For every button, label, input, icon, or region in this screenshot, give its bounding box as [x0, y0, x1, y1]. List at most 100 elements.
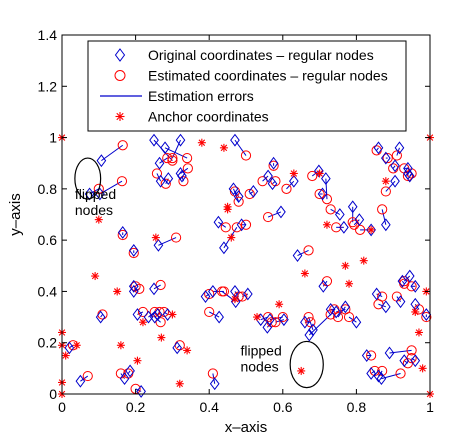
estimated-point	[117, 140, 128, 151]
original-points	[64, 133, 432, 398]
original-point	[132, 308, 143, 321]
original-point	[366, 223, 376, 237]
anchor-point	[300, 269, 309, 278]
original-point	[279, 313, 289, 327]
plot-area	[58, 133, 434, 398]
original-point	[376, 372, 387, 386]
estimated-point	[162, 152, 173, 164]
anchor-point	[230, 295, 239, 304]
estimated-point	[380, 186, 391, 197]
x-tick-label: 1	[426, 399, 434, 415]
anchor-point	[341, 261, 350, 270]
estimated-point	[117, 229, 128, 241]
estimated-point	[220, 222, 231, 233]
error-line	[376, 147, 379, 151]
anchor-point	[175, 379, 184, 388]
original-point	[149, 310, 160, 324]
original-point	[117, 226, 128, 239]
original-point	[243, 287, 253, 301]
original-point	[155, 174, 166, 188]
original-point	[214, 310, 224, 324]
anchor-point	[227, 233, 236, 242]
legend-label: Anchor coordinates	[148, 109, 269, 125]
original-point	[230, 133, 240, 147]
original-point	[366, 367, 376, 380]
original-point	[421, 308, 432, 321]
original-point	[200, 290, 211, 303]
anchor-point	[183, 346, 192, 355]
original-point	[213, 215, 224, 229]
estimated-point	[93, 183, 104, 194]
annotation-text: flipped	[75, 186, 116, 202]
original-point	[395, 295, 406, 309]
legend-entry: Estimation errors	[100, 88, 254, 104]
original-point	[153, 238, 164, 252]
anchor-point	[219, 143, 228, 152]
anchor-point	[113, 287, 122, 296]
estimated-point	[155, 317, 166, 328]
original-point	[289, 174, 299, 188]
annotation-ellipse	[289, 340, 324, 389]
original-point	[340, 300, 351, 314]
legend-box	[87, 40, 407, 132]
estimated-point	[204, 288, 215, 300]
legend-entry: Original coordinates – regular nodes	[114, 47, 374, 63]
anchor-point	[359, 256, 368, 265]
estimated-point	[305, 317, 316, 328]
original-point	[381, 218, 391, 232]
error-line	[330, 208, 341, 215]
estimated-point	[314, 188, 325, 200]
legend-diamond-icon	[114, 48, 126, 62]
estimated-point	[377, 204, 388, 215]
original-point	[339, 220, 349, 234]
axes: 0 0.2 0.4 0.6 0.8 1 0 0.2 0.4 0.6 0.8 1 1.2 1.4 x–axis…	[7, 27, 434, 436]
estimated-point	[151, 168, 163, 179]
estimated-point	[262, 211, 274, 223]
anchor-point	[151, 233, 160, 242]
original-point	[177, 169, 187, 183]
legend-entry: Estimated coordinates – regular nodes	[114, 68, 388, 84]
original-point	[143, 310, 154, 324]
anchor-point	[414, 328, 423, 337]
original-point	[236, 218, 247, 232]
y-tick-label: 0.2	[38, 335, 58, 351]
error-line	[381, 209, 387, 225]
anchor-point	[381, 177, 390, 186]
original-point	[219, 241, 229, 255]
estimated-point	[325, 309, 336, 320]
estimated-point	[354, 224, 366, 235]
error-line	[385, 180, 396, 192]
y-axis-label: y–axis	[7, 193, 24, 236]
original-point	[175, 133, 186, 147]
y-tick-label: 0.4	[38, 283, 58, 299]
anchor-point	[197, 138, 206, 147]
original-point	[276, 205, 286, 219]
original-point	[410, 354, 421, 368]
original-point	[208, 284, 218, 298]
original-point	[390, 174, 400, 188]
legend-entry: Anchor coordinates	[115, 109, 269, 125]
original-point	[136, 385, 146, 398]
x-tick-label: 0.6	[273, 399, 293, 415]
anchor-point	[367, 225, 376, 234]
anchor-point	[253, 313, 262, 322]
estimated-point	[233, 196, 244, 207]
anchor-point	[223, 205, 232, 214]
original-point	[308, 323, 318, 337]
original-point	[125, 364, 135, 378]
anchor-point	[138, 318, 147, 327]
error-line	[401, 280, 405, 285]
anchor-point	[168, 310, 177, 319]
anchor-point	[411, 307, 420, 316]
estimated-point	[155, 279, 166, 291]
original-point	[314, 164, 324, 178]
estimated-point	[116, 176, 128, 187]
legend: Original coordinates – regular nodes Esti…	[87, 40, 407, 132]
estimated-point	[134, 283, 145, 294]
original-point	[381, 300, 391, 314]
original-point	[410, 279, 421, 293]
original-point	[154, 156, 165, 170]
error-line	[100, 314, 103, 318]
estimated-point	[406, 345, 417, 356]
